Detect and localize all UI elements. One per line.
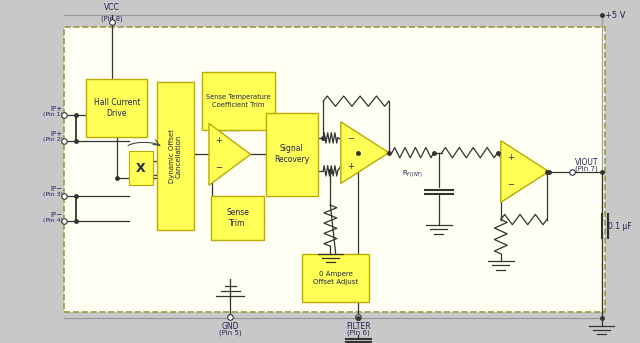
- Text: R$_{F(INT)}$: R$_{F(INT)}$: [402, 168, 424, 179]
- Text: −: −: [215, 163, 222, 173]
- Polygon shape: [340, 122, 388, 184]
- Text: Hall Current
Drive: Hall Current Drive: [93, 98, 140, 118]
- FancyBboxPatch shape: [266, 113, 318, 196]
- Text: +: +: [347, 162, 354, 171]
- Polygon shape: [209, 123, 250, 185]
- Text: 0 Ampere
Offset Adjust: 0 Ampere Offset Adjust: [313, 271, 358, 285]
- Text: +: +: [215, 136, 222, 145]
- Text: −: −: [347, 134, 354, 144]
- Text: Dynamic Offset
Cancellation: Dynamic Offset Cancellation: [168, 129, 182, 183]
- Text: IP+: IP+: [51, 106, 63, 112]
- Text: (Pin 6): (Pin 6): [347, 330, 370, 336]
- Text: +: +: [507, 153, 514, 163]
- Text: X: X: [136, 162, 146, 175]
- Text: IP+: IP+: [51, 131, 63, 138]
- FancyBboxPatch shape: [211, 196, 264, 240]
- Text: −: −: [507, 180, 514, 190]
- Text: Sense
Trim: Sense Trim: [226, 208, 249, 228]
- Text: (Pin 1): (Pin 1): [43, 112, 63, 117]
- FancyBboxPatch shape: [157, 82, 194, 230]
- Text: VIOUT: VIOUT: [575, 158, 599, 167]
- Text: IP−: IP−: [51, 186, 63, 192]
- Text: FILTER: FILTER: [346, 322, 371, 331]
- Text: (Pin 5): (Pin 5): [219, 330, 242, 336]
- Text: VCC: VCC: [104, 3, 120, 12]
- Text: GND: GND: [221, 322, 239, 331]
- Text: (Pin 4): (Pin 4): [43, 218, 63, 223]
- Text: (Pin 2): (Pin 2): [43, 138, 63, 142]
- FancyBboxPatch shape: [129, 151, 153, 185]
- Text: IP−: IP−: [51, 212, 63, 218]
- FancyBboxPatch shape: [302, 254, 369, 302]
- Text: +5 V: +5 V: [605, 11, 625, 20]
- FancyBboxPatch shape: [64, 27, 605, 312]
- Polygon shape: [500, 141, 548, 202]
- Text: (Pin 3): (Pin 3): [43, 192, 63, 197]
- Text: (Pin 8): (Pin 8): [101, 16, 123, 22]
- FancyBboxPatch shape: [86, 79, 147, 137]
- Text: Sense Temperature
Coefficient Trim: Sense Temperature Coefficient Trim: [206, 94, 271, 108]
- Text: Signal
Recovery: Signal Recovery: [274, 144, 310, 164]
- FancyBboxPatch shape: [202, 72, 275, 130]
- Text: 0.1 µF: 0.1 µF: [608, 222, 632, 231]
- Text: (Pin 7): (Pin 7): [575, 166, 598, 172]
